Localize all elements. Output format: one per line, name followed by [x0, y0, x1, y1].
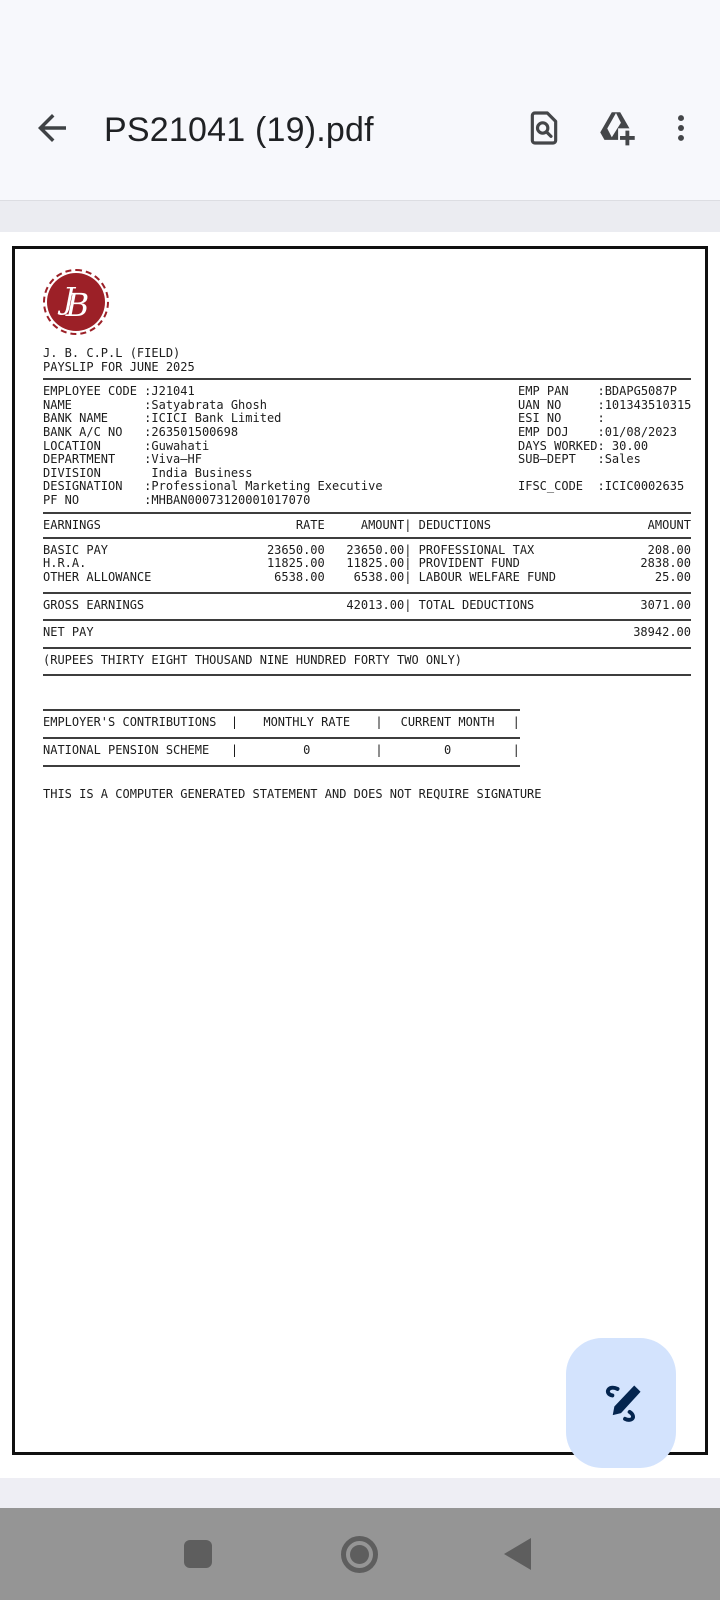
add-to-drive-button[interactable]: [580, 94, 652, 166]
info-row: DAYS WORKED: 30.00: [518, 438, 649, 453]
back-nav-button[interactable]: [477, 1508, 557, 1600]
earnings-row: OTHER ALLOWANCE 6538.00 6538.00 LABOUR W…: [43, 570, 691, 585]
info-row: IFSC_CODE:ICIC0002635: [518, 479, 685, 494]
info-row: BANK NAME:ICICI Bank Limited: [43, 411, 282, 426]
divider: [43, 764, 520, 767]
info-row: DESIGNATION:Professional Marketing Execu…: [43, 479, 383, 494]
back-arrow-icon: [31, 107, 73, 154]
divider: [43, 378, 691, 381]
info-row: NAME:Satyabrata Ghosh: [43, 397, 267, 412]
divider: [43, 674, 691, 677]
info-row: [518, 467, 691, 481]
bottom-divider-strip: [0, 1478, 720, 1508]
earnings-row: BASIC PAY 23650.00 23650.00 PROFESSIONAL…: [43, 543, 691, 558]
more-options-icon: [664, 111, 698, 150]
recents-icon: [184, 1540, 212, 1568]
info-row: ESI NO:: [518, 411, 605, 426]
add-to-drive-icon: [595, 107, 637, 154]
info-row: LOCATION:Guwahati: [43, 438, 210, 453]
employee-info: EMPLOYEE CODE:J21041 NAME:Satyabrata Gho…: [43, 384, 692, 508]
home-icon: [340, 1535, 378, 1573]
footer-note: THIS IS A COMPUTER GENERATED STATEMENT A…: [43, 786, 542, 801]
back-triangle-icon: [503, 1538, 531, 1570]
info-row: EMP PAN:BDAPG5087P: [518, 384, 677, 399]
home-button[interactable]: [319, 1508, 399, 1600]
payslip-title: PAYSLIP FOR JUNE 2025: [43, 359, 195, 374]
employer-contrib-row: NATIONAL PENSION SCHEME 0 0: [43, 743, 520, 758]
back-button[interactable]: [14, 92, 90, 168]
overflow-menu-button[interactable]: [652, 94, 710, 166]
find-in-document-icon: [524, 108, 564, 153]
android-nav-bar: [0, 1508, 720, 1600]
divider: [43, 536, 691, 539]
toolbar-divider-strip: [0, 200, 720, 233]
recents-button[interactable]: [158, 1508, 238, 1600]
pdf-page: JB J. B. C.P.L (FIELD) PAYSLIP FOR JUNE …: [12, 246, 708, 1455]
info-row: BANK A/C NO:263501500698: [43, 424, 239, 439]
find-in-document-button[interactable]: [508, 94, 580, 166]
employer-contrib-header: EMPLOYER'S CONTRIBUTIONS MONTHLY RATE CU…: [43, 716, 520, 730]
net-pay-row: NET PAY 38942.00: [43, 625, 691, 640]
info-row: EMP DOJ:01/08/2023: [518, 424, 677, 439]
gross-row: GROSS EARNINGS 42013.00 TOTAL DEDUCTIONS…: [43, 598, 691, 613]
divider: [43, 646, 691, 649]
app-bar: PS21041 (19).pdf: [0, 0, 720, 200]
earnings-row: H.R.A. 11825.00 11825.00 PROVIDENT FUND …: [43, 557, 691, 571]
annotate-fab[interactable]: [566, 1338, 676, 1468]
earnings-header: EARNINGS RATE AMOUNT DEDUCTIONS AMOUNT: [43, 519, 691, 533]
divider: [43, 619, 691, 622]
annotate-pen-icon: [598, 1378, 644, 1429]
document-title: PS21041 (19).pdf: [104, 110, 374, 149]
info-row: EMPLOYEE CODE:J21041: [43, 384, 195, 399]
info-row: PF NO:MHBAN00073120001017070: [43, 492, 311, 507]
company-name: J. B. C.P.L (FIELD): [43, 346, 181, 360]
divider: [43, 591, 691, 594]
info-row: SUB–DEPT:Sales: [518, 452, 641, 467]
pdf-viewport[interactable]: JB J. B. C.P.L (FIELD) PAYSLIP FOR JUNE …: [0, 232, 720, 1478]
info-row: UAN NO:101343510315: [518, 397, 692, 412]
info-row: DEPARTMENT:Viva–HF: [43, 452, 202, 467]
info-row: DIVISION India Business: [43, 465, 253, 480]
amount-in-words: (RUPEES THIRTY EIGHT THOUSAND NINE HUNDR…: [43, 652, 463, 667]
divider: [43, 736, 520, 739]
divider: [43, 709, 520, 712]
company-logo: JB: [43, 269, 109, 335]
divider: [43, 512, 691, 515]
